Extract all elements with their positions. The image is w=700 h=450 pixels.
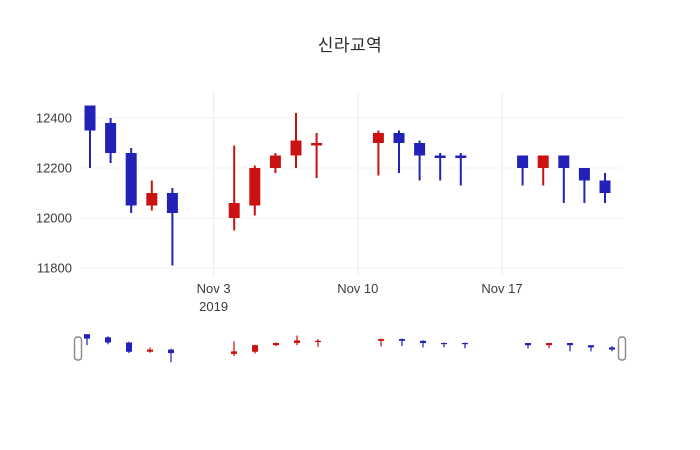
candle-body [414, 143, 426, 156]
gridlines [80, 93, 622, 275]
candle-body [578, 168, 590, 181]
range-slider-handle-right[interactable] [617, 336, 627, 361]
candle-body [311, 143, 323, 146]
mini-candle-body [378, 339, 384, 341]
mini-candle-body [546, 342, 552, 346]
candle-body [105, 123, 117, 153]
x-tick-sublabel: 2019 [199, 299, 228, 314]
y-tick-label: 12400 [36, 111, 72, 126]
mini-candle-body [567, 342, 573, 346]
x-tick-label: Nov 3 [197, 281, 231, 296]
mini-candle-body [147, 349, 153, 352]
y-tick-label: 11800 [37, 261, 72, 276]
mini-candle-body [588, 345, 594, 348]
candle-body [393, 133, 405, 143]
candle-body [290, 140, 302, 156]
x-axis-labels: Nov 3 2019 Nov 10 Nov 17 [197, 281, 523, 314]
candle-body [166, 193, 178, 213]
candle-body [517, 155, 529, 168]
candle-body [269, 155, 281, 168]
candle-body [249, 168, 261, 206]
candle-body [455, 155, 467, 158]
range-slider[interactable] [73, 334, 627, 363]
candle-body [228, 203, 240, 218]
mini-candle-body [273, 342, 279, 346]
x-tick-label: Nov 17 [481, 281, 522, 296]
mini-candle-body [441, 342, 447, 345]
mini-candle-body [399, 339, 405, 341]
mini-candle-body [231, 351, 237, 354]
candle-body [146, 193, 158, 206]
mini-candle-body [462, 342, 468, 345]
candles [84, 105, 611, 266]
candle-body [558, 155, 570, 168]
mini-candle-body [294, 340, 300, 343]
mini-candle-body [525, 342, 531, 346]
candle-body [125, 153, 137, 206]
candle-body [372, 133, 384, 143]
mini-candle-body [420, 340, 426, 343]
mini-candle-body [84, 334, 90, 339]
candle-body [537, 155, 549, 168]
y-tick-label: 12000 [36, 211, 72, 226]
mini-candle-body [126, 342, 132, 352]
y-axis-labels: 11800 12000 12200 12400 [36, 111, 72, 276]
candle-body [599, 180, 611, 193]
mini-candle-body [315, 340, 321, 342]
candle-body [434, 155, 446, 158]
mini-candle-body [105, 337, 111, 343]
y-tick-label: 12200 [36, 161, 72, 176]
candle-body [84, 105, 96, 131]
chart-title: 신라교역 [317, 36, 383, 55]
mini-candle-body [609, 347, 615, 350]
mini-candle-body [168, 349, 174, 354]
range-slider-handle-left[interactable] [73, 336, 83, 361]
x-tick-label: Nov 10 [337, 281, 378, 296]
mini-candle-body [252, 345, 258, 352]
